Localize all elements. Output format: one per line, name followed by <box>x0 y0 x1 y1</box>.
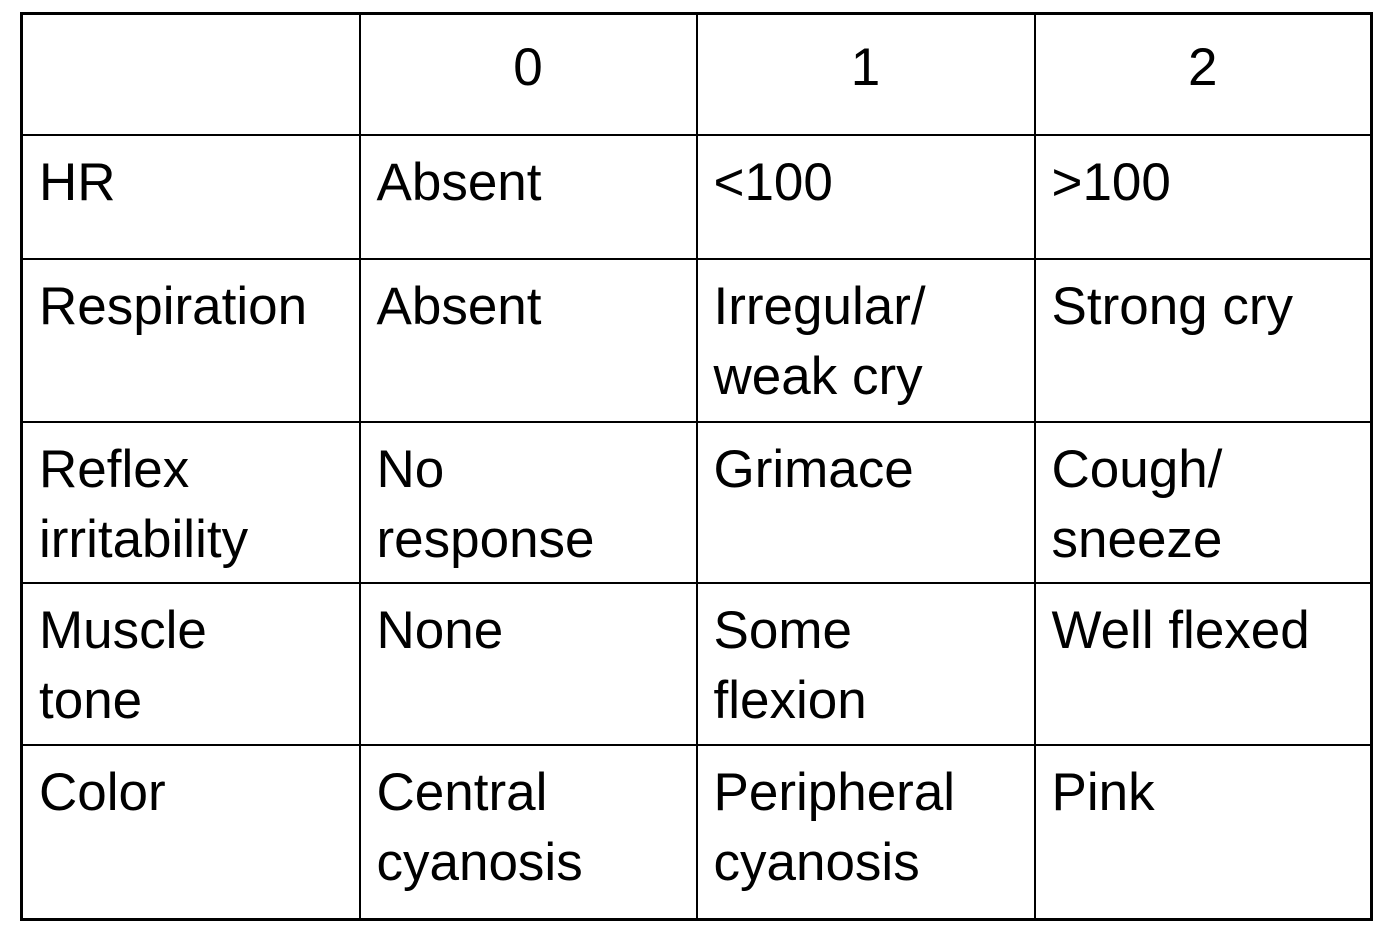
cell-line: None <box>376 600 504 660</box>
cell-line: Cough/ <box>1051 439 1223 499</box>
table-row: Muscle tone None Some flexion Well flexed <box>20 581 1373 746</box>
cell-line: Peripheral <box>713 762 956 822</box>
row-label: Muscle tone <box>20 581 361 746</box>
cell-line: Irregular/ <box>713 276 926 336</box>
header-cell: 0 <box>358 12 698 136</box>
cell-line: sneeze <box>1051 509 1223 569</box>
cell-line: cyanosis <box>376 832 583 892</box>
cell-line: Pink <box>1051 762 1155 822</box>
cell-line: Strong cry <box>1051 276 1294 336</box>
cell-line: weak cry <box>713 346 923 406</box>
cell-line: Reflex <box>39 439 190 499</box>
header-cell: 1 <box>695 12 1036 136</box>
table-cell: Irregular/weak cry <box>695 257 1036 423</box>
table-row: HR Absent <100 >100 <box>20 133 1373 260</box>
header-cell: 2 <box>1033 12 1373 136</box>
table-row: Color Central cyanosis Peripheral cyanosis Pi… <box>20 743 1373 921</box>
row-label: Respiration <box>20 257 361 423</box>
table-cell: None <box>358 581 698 746</box>
table-cell: Cough/sneeze <box>1033 420 1373 584</box>
cell-line: >100 <box>1051 152 1171 212</box>
row-label: HR <box>20 133 361 260</box>
row-label: Reflex irritability <box>20 420 361 584</box>
corner-cell <box>20 12 361 136</box>
cell-line: tone <box>39 670 143 730</box>
cell-line: Well flexed <box>1051 600 1310 660</box>
cell-line: response <box>376 509 595 569</box>
cell-line: Absent <box>376 152 542 212</box>
table-cell: Peripheral cyanosis <box>695 743 1036 921</box>
table-cell: Some flexion <box>695 581 1036 746</box>
cell-line: HR <box>39 152 116 212</box>
cell-line: flexion <box>713 670 867 730</box>
cell-line: Absent <box>376 276 542 336</box>
cell-line: Grimace <box>713 439 914 499</box>
cell-line: No <box>376 439 445 499</box>
table-cell: Grimace <box>695 420 1036 584</box>
cell-line: cyanosis <box>713 832 920 892</box>
cell-line: Color <box>39 762 166 822</box>
table-row: Respiration Absent Irregular/weak cry Stron… <box>20 257 1373 423</box>
table-cell: <100 <box>695 133 1036 260</box>
table-cell: Central cyanosis <box>358 743 698 921</box>
table-row: Reflex irritability No response Grimace Cough… <box>20 420 1373 584</box>
table-cell: Pink <box>1033 743 1373 921</box>
cell-line: irritability <box>39 509 249 569</box>
cell-line: Central <box>376 762 548 822</box>
row-label: Color <box>20 743 361 921</box>
cell-line: Muscle <box>39 600 207 660</box>
table-cell: Absent <box>358 257 698 423</box>
cell-line: Some <box>713 600 852 660</box>
table-cell: Absent <box>358 133 698 260</box>
table-cell: No response <box>358 420 698 584</box>
cell-line: <100 <box>713 152 833 212</box>
table-cell: Strong cry <box>1033 257 1373 423</box>
cell-line: Respiration <box>39 276 308 336</box>
table-cell: >100 <box>1033 133 1373 260</box>
table-cell: Well flexed <box>1033 581 1373 746</box>
